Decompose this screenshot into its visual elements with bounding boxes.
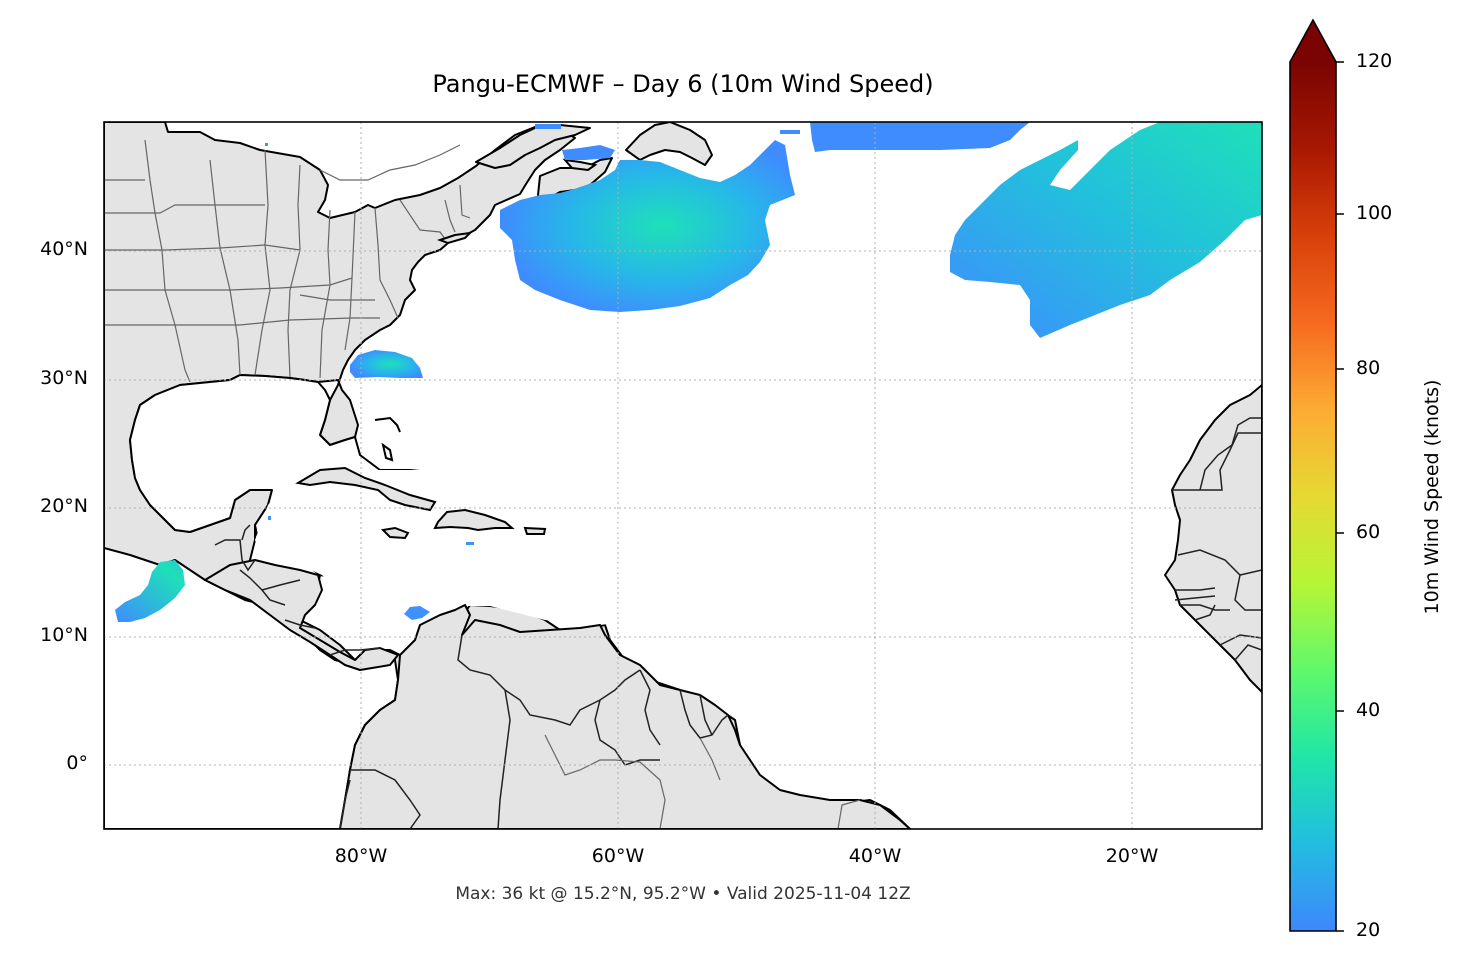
wind-speed-field	[115, 122, 1262, 622]
colorbar-gradient	[1290, 62, 1336, 931]
gridlines	[104, 122, 1262, 829]
colorbar-ticks	[1336, 61, 1344, 932]
land-bahamas	[374, 416, 401, 462]
colorbar-tick-100: 100	[1356, 202, 1393, 224]
y-tick-30n: 30°N	[40, 367, 88, 389]
caribbean-sea	[255, 470, 640, 625]
wind-region-north-colombia	[404, 606, 430, 620]
country-borders-central-america	[214, 524, 381, 656]
country-borders-africa	[1172, 417, 1262, 661]
colorbar-tick-40: 40	[1356, 699, 1381, 721]
wind-region-carolina-coast	[350, 350, 423, 378]
colorbar-tick-120: 120	[1356, 50, 1393, 72]
state-borders	[104, 139, 471, 383]
wind-region-labrador-edge	[810, 122, 1030, 152]
y-tick-40n: 40°N	[40, 238, 88, 260]
wind-spot-small-4	[535, 124, 561, 129]
wind-region-nova-scotia-gulf	[562, 145, 615, 160]
x-tick-80w: 80°W	[334, 845, 388, 867]
x-tick-60w: 60°W	[591, 845, 645, 867]
wind-spot-small-2	[268, 516, 271, 520]
max-wind-footnote: Max: 36 kt @ 15.2°N, 95.2°W • Valid 2025…	[455, 884, 911, 904]
land-long-island	[437, 231, 473, 245]
colorbar-tick-80: 80	[1356, 357, 1381, 379]
x-tick-40w: 40°W	[848, 845, 902, 867]
colorbar	[1289, 18, 1344, 932]
wind-region-tehuantepec	[115, 560, 185, 622]
y-tick-0: 0°	[66, 752, 88, 774]
land-west-africa	[1164, 384, 1262, 693]
wind-spot-small-1	[265, 143, 268, 146]
wind-region-nw-atlantic	[500, 140, 795, 312]
land-newfoundland	[625, 122, 713, 166]
wind-region-central-atlantic	[950, 122, 1262, 338]
wind-spot-small-5	[780, 130, 800, 134]
colorbar-extend-max-triangle	[1290, 20, 1336, 62]
colorbar-tick-20: 20	[1356, 919, 1381, 941]
land-jamaica	[380, 526, 410, 540]
y-tick-10n: 10°N	[40, 624, 88, 646]
wind-spot-small-3	[466, 542, 474, 545]
x-tick-20w: 20°W	[1105, 845, 1159, 867]
country-borders-south-america	[339, 634, 729, 829]
land-pei	[562, 158, 598, 172]
map-frame	[103, 121, 1263, 830]
land-hispaniola	[433, 508, 515, 532]
land-south-america	[339, 604, 911, 829]
land-puerto-rico	[523, 526, 547, 535]
y-tick-20n: 20°N	[40, 495, 88, 517]
land-quebec-labrador	[475, 124, 591, 169]
colorbar-outline	[1289, 18, 1337, 932]
land-cuba	[295, 466, 437, 512]
colorbar-label: 10m Wind Speed (knots)	[1421, 379, 1443, 615]
colorbar-tick-60: 60	[1356, 521, 1381, 543]
figure-title: Pangu-ECMWF – Day 6 (10m Wind Speed)	[432, 70, 934, 98]
